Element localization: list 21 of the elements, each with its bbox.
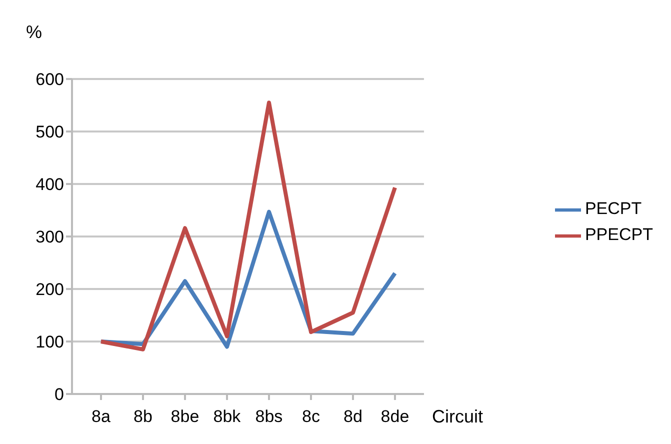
y-tick-label: 100 <box>36 332 64 352</box>
y-tick-label: 600 <box>36 70 64 90</box>
y-tick-label: 200 <box>36 280 64 300</box>
line-series <box>99 100 397 352</box>
x-tick-label: 8de <box>380 407 410 426</box>
x-tick-label: 8c <box>302 407 320 426</box>
x-tick-label: 8b <box>134 407 152 426</box>
y-tick-label: 500 <box>36 122 64 142</box>
y-axis-title: % <box>26 22 42 43</box>
legend-label: PECPT <box>584 199 642 218</box>
x-tick-label: 8d <box>344 407 362 426</box>
x-tick-label: 8bs <box>255 407 283 426</box>
y-tick-label: 0 <box>54 385 64 404</box>
y-tick-label: 300 <box>36 228 64 247</box>
legend-label: PPECPT <box>584 225 653 244</box>
x-axis-title: Circuit <box>432 406 483 426</box>
y-tick-label: 400 <box>36 175 64 194</box>
x-tick-label: 8be <box>170 407 200 426</box>
line-series <box>99 210 397 349</box>
x-tick-label: 8bk <box>213 407 242 426</box>
x-tick-label: 8a <box>92 407 111 426</box>
